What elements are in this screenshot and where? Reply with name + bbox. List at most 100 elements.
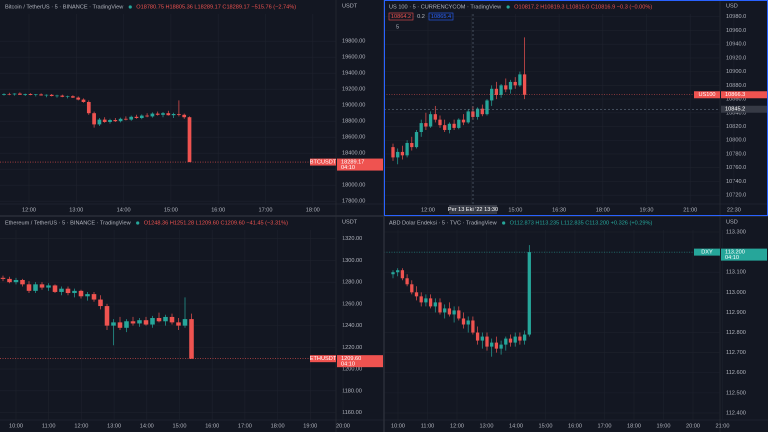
x-tick-label: 17:00 [259,207,273,213]
candle-body [419,123,423,133]
countdown: 04:10 [725,255,739,261]
symbol-label: DXY [701,250,713,256]
candle-body [490,342,494,347]
candle-body [104,306,110,326]
candle-body [59,288,64,292]
currency-label: USD [726,219,738,225]
price-tag [721,248,767,261]
candle-body [447,123,452,130]
candle-body [139,115,144,118]
spread-value: 0.2 [417,14,425,20]
candle-body [494,88,499,95]
x-tick-label: 16:00 [568,423,582,429]
x-tick-label: 13:00 [480,423,494,429]
spread-value: 10864.2 [391,14,411,20]
x-tick-label: 17:00 [598,423,612,429]
ohlc-quote: O1248.36 H1251.28 L1209.60 C1209.60 −41.… [144,220,288,226]
candle-body [400,151,405,156]
candle-body [182,114,187,118]
x-tick-label: 15:00 [539,423,553,429]
candle-body [410,284,414,293]
x-tick-label: 18:00 [627,423,641,429]
candle-body [513,336,517,343]
crosshair-time-tag [449,205,497,214]
candle-body [60,95,65,97]
x-tick-label: 12:00 [74,423,88,429]
candle-body [33,94,38,95]
candle-body [46,285,51,288]
x-tick-label: 19:00 [657,423,671,429]
x-tick-label: 19:00 [303,423,317,429]
status-dot [506,5,510,9]
candle-body [91,294,97,300]
candle-body [480,336,484,341]
candle-body [414,132,419,148]
candle-body [7,278,12,283]
candle-body [485,336,489,347]
candle-body [504,338,508,345]
x-tick-label: 12:00 [421,207,435,213]
y-tick-label: 18800.00 [342,119,365,125]
symbol-tag [310,158,336,166]
candle-body [177,114,181,115]
x-tick-label: 14:00 [140,423,154,429]
crosshair-price: 10845.2 [725,107,745,113]
y-tick-label: 1240.00 [342,323,362,329]
x-tick-label: 12:00 [22,207,36,213]
y-tick-label: 10840.0 [726,110,746,116]
price-label: 10866.3 [725,92,745,98]
candle-body [518,74,522,86]
candle-body [187,117,192,163]
candle-body [518,336,522,341]
candle-body [150,113,155,117]
candle-body [508,81,513,90]
y-tick-label: 1200.00 [342,367,362,373]
candle-body [471,320,475,333]
chart-header: ABD Dolar Endeksi · 5 · TVC · TradingVie… [389,220,498,226]
candle-body [7,94,12,95]
candle-body [117,322,123,328]
x-tick-label: 18:00 [271,423,285,429]
ohlc-quote: O10817.2 H10819.3 L10815.0 C10816.9 −0.3… [514,4,652,10]
candle-body [485,100,489,115]
y-tick-label: 1180.00 [342,388,362,394]
candle-body [28,94,33,95]
x-tick-label: 15:00 [508,207,522,213]
y-tick-label: 1260.00 [342,301,362,307]
status-dot [502,221,506,225]
candle-body [65,96,70,97]
y-tick-label: 113.000 [726,290,746,296]
y-tick-label: 112.800 [726,330,746,336]
y-tick-label: 10720.0 [726,193,746,199]
y-tick-label: 10760.0 [726,165,746,171]
candle-body [428,298,433,307]
candle-body [166,113,171,116]
candle-body [424,123,428,127]
symbol-tag [694,248,720,256]
y-tick-label: 19600.00 [342,55,365,61]
price-label: 113.200 [725,250,745,256]
candle-body [92,113,96,125]
currency-label: USDT [342,219,358,225]
y-tick-label: 10800.0 [726,138,746,144]
ohlc-quote: O18780.75 H18805.36 L18289.17 C18289.17 … [136,4,296,10]
status-dot [136,221,140,225]
symbol-label: ETHUSDT [310,356,337,362]
x-tick-label: 21:00 [683,207,697,213]
y-tick-label: 112.500 [726,390,746,396]
x-tick-label: 15:00 [164,207,178,213]
symbol-label: BTCUSDT [310,160,337,166]
candle-body [428,114,433,127]
x-tick-label: 12:00 [450,423,464,429]
candle-body [163,316,168,322]
candle-body [405,278,409,285]
y-tick-label: 112.600 [726,370,746,376]
candle-body [150,318,155,325]
candle-body [396,151,400,158]
y-tick-label: 17800.00 [342,199,365,205]
price-tag [721,91,767,99]
candle-body [33,284,38,291]
candle-body [438,302,442,313]
candle-body [513,81,517,86]
symbol-label: US100 [698,92,715,98]
